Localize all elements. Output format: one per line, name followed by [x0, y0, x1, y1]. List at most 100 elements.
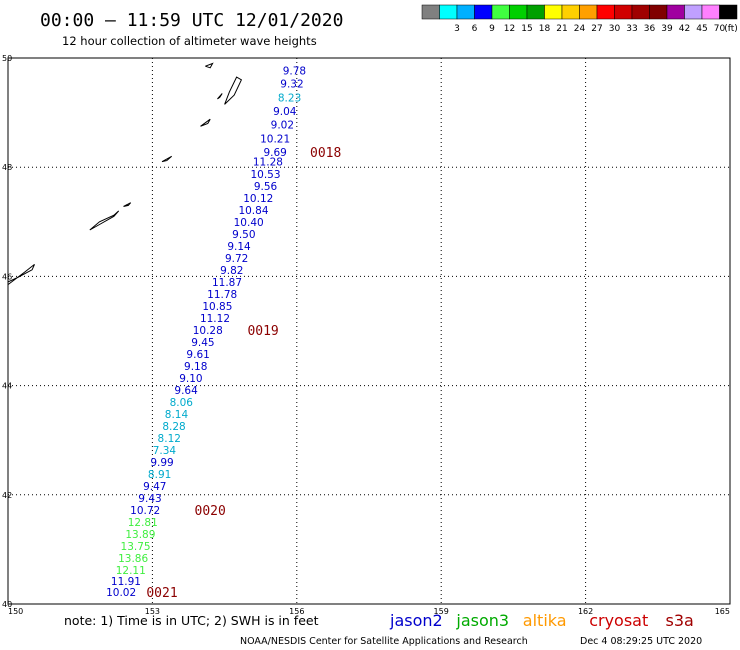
- wave-height-label: 9.69: [263, 147, 286, 159]
- color-scale-swatch: [649, 4, 668, 20]
- legend-item: cryosat: [589, 611, 648, 630]
- color-scale-swatch: [666, 4, 685, 20]
- time-marker-label: 0019: [247, 324, 278, 339]
- longitude-label: 162: [578, 607, 593, 616]
- legend-item: jason2: [389, 611, 443, 630]
- color-scale-swatch: [596, 4, 615, 20]
- map-frame: [7, 57, 731, 605]
- color-scale-swatch: [579, 4, 598, 20]
- wave-height-label: 10.72: [130, 505, 160, 517]
- time-marker-label: 0020: [195, 504, 226, 519]
- color-scale-swatch: [684, 4, 703, 20]
- color-scale-label: 70: [714, 24, 726, 34]
- latitude-label: 46: [2, 272, 12, 281]
- wave-height-label: 8.28: [162, 421, 185, 433]
- satellite-legend: jason2 jason3 altika cryosat s3a: [389, 611, 694, 630]
- wave-height-label: 9.14: [227, 241, 251, 253]
- color-scale-label: 42: [679, 24, 690, 34]
- color-scale-label: 24: [574, 24, 586, 34]
- map-gridlines: [8, 58, 730, 604]
- wave-height-label: 8.06: [170, 397, 194, 409]
- color-scale-label: 45: [696, 24, 707, 34]
- longitude-tick-labels: 150 153 156 159 162 165: [8, 607, 730, 616]
- footer-note: note: 1) Time is in UTC; 2) SWH is in fe…: [64, 613, 319, 628]
- color-scale-label: 39: [661, 24, 673, 34]
- legend-item: jason3: [455, 611, 509, 630]
- longitude-label: 165: [715, 607, 730, 616]
- time-marker-label: 0018: [310, 146, 341, 161]
- color-scale-label: 36: [644, 24, 656, 34]
- wave-height-label: 9.64: [174, 385, 198, 397]
- time-marker-label: 0021: [146, 586, 177, 601]
- color-scale-label: 18: [539, 24, 551, 34]
- wave-height-label: 9.82: [220, 265, 243, 277]
- latitude-tick-labels: 40 42 44 46 48 50: [2, 54, 12, 609]
- color-scale-swatch: [719, 4, 738, 20]
- legend-item: altika: [523, 611, 567, 630]
- latitude-label: 48: [2, 163, 12, 172]
- color-scale-swatch: [439, 4, 458, 20]
- longitude-label: 150: [8, 607, 23, 616]
- wave-height-label: 10.28: [193, 325, 223, 337]
- longitude-label: 156: [289, 607, 304, 616]
- wave-height-label: 13.89: [125, 529, 155, 541]
- footer-credit: NOAA/NESDIS Center for Satellite Applica…: [240, 636, 528, 647]
- color-scale-swatch: [456, 4, 475, 20]
- island-outline: [7, 264, 35, 286]
- color-scale-unit: (ft): [724, 24, 738, 34]
- longitude-label: 153: [145, 607, 160, 616]
- wave-height-label: 10.12: [243, 193, 273, 205]
- wave-height-label: 12.11: [116, 565, 146, 577]
- latitude-label: 42: [2, 491, 12, 500]
- color-scale-swatch: [421, 4, 440, 20]
- wave-height-label: 9.56: [254, 181, 278, 193]
- wave-height-label: 7.34: [153, 445, 177, 457]
- wave-height-label: 11.78: [207, 289, 237, 301]
- color-scale-swatch: [544, 4, 563, 20]
- longitude-label: 159: [434, 607, 449, 616]
- wave-height-label: 8.14: [165, 409, 189, 421]
- color-scale-label: 21: [556, 24, 567, 34]
- wave-height-label: 13.86: [118, 553, 148, 565]
- wave-height-label: 10.21: [260, 133, 290, 145]
- wave-height-label: 10.02: [106, 587, 136, 599]
- wave-height-label: 9.45: [191, 337, 214, 349]
- wave-height-label: 9.50: [232, 229, 255, 241]
- page-subtitle: 12 hour collection of altimeter wave hei…: [62, 34, 317, 48]
- island-outline: [200, 118, 211, 127]
- wave-height-label: 11.91: [111, 576, 141, 588]
- legend-item: s3a: [666, 611, 694, 630]
- wave-height-label: 11.87: [212, 277, 242, 289]
- coastline-layer: [7, 62, 243, 286]
- wave-height-label: 9.02: [271, 120, 294, 132]
- color-scale-swatch: [526, 4, 545, 20]
- color-scale-swatch: [474, 4, 493, 20]
- island-outline: [224, 76, 243, 105]
- footer-timestamp: Dec 4 08:29:25 UTC 2020: [580, 636, 702, 647]
- wave-height-label: 8.23: [278, 92, 301, 104]
- wave-height-label: 9.10: [179, 373, 202, 385]
- island-outline: [205, 62, 214, 69]
- color-scale-swatch: [631, 4, 650, 20]
- wave-height-label: 8.12: [158, 433, 181, 445]
- latitude-label: 50: [2, 54, 12, 63]
- wave-height-label: 13.75: [121, 541, 151, 553]
- color-scale-label: 12: [504, 24, 515, 34]
- color-scale-swatch: [491, 4, 510, 20]
- wave-height-label: 9.04: [273, 106, 297, 118]
- wave-height-label: 9.61: [186, 349, 209, 361]
- wave-height-label: 9.18: [184, 361, 207, 373]
- island-outline: [89, 210, 120, 231]
- color-scale-label: 6: [472, 24, 478, 34]
- wave-height-label: 9.32: [280, 79, 303, 91]
- wave-height-label: 9.78: [283, 66, 306, 78]
- wave-height-label: 9.43: [138, 493, 161, 505]
- wave-height-label: 10.84: [238, 205, 268, 217]
- wave-height-label: 11.28: [253, 157, 283, 169]
- wave-height-label: 11.12: [200, 313, 230, 325]
- page-title: 00:00 – 11:59 UTC 12/01/2020: [40, 10, 343, 31]
- time-markers: 0018 0019 0020 0021: [146, 146, 341, 601]
- color-scale-label: 9: [489, 24, 495, 34]
